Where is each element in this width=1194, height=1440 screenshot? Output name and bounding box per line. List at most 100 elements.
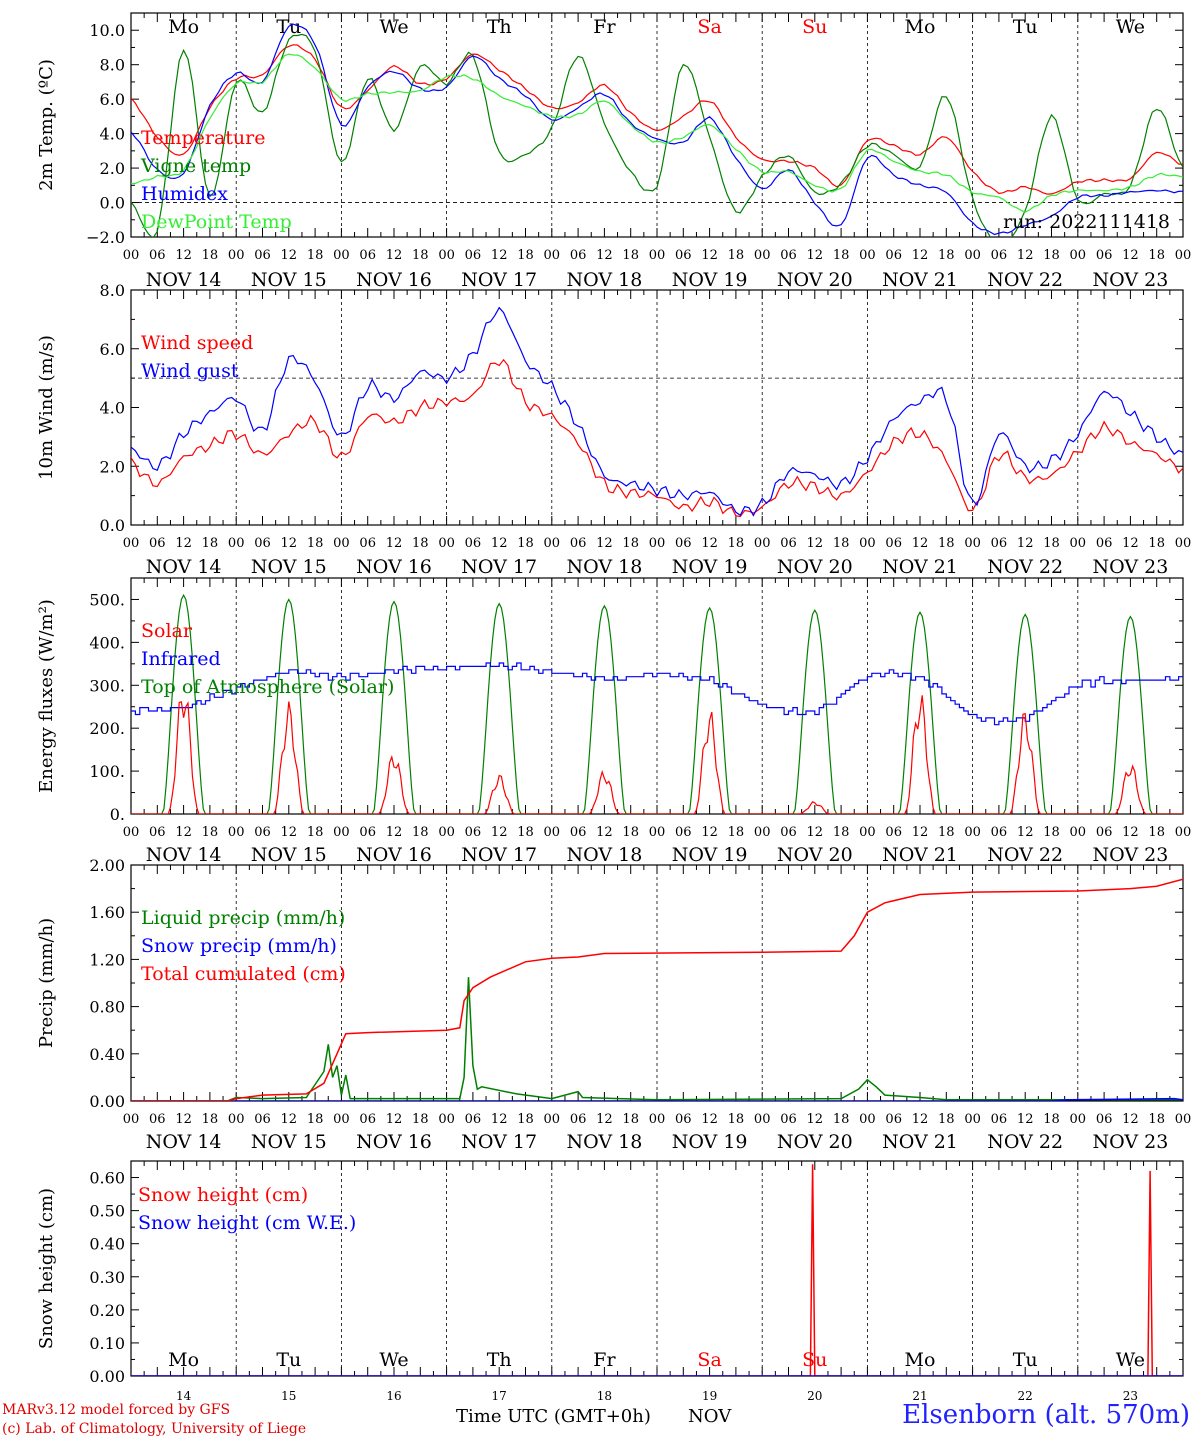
hour-tick-label: 18 <box>938 536 955 551</box>
hour-tick-label: 00 <box>1175 825 1192 840</box>
day-number-label: 18 <box>597 1389 612 1403</box>
weekday-label: Tu <box>1013 16 1038 38</box>
hour-tick-label: 12 <box>281 1112 298 1127</box>
hour-tick-label: 06 <box>675 536 692 551</box>
y-axis-label: 2m Temp. (ºC) <box>36 59 57 191</box>
date-label: NOV 16 <box>356 1131 432 1153</box>
run-label: run: 2022111418 <box>1003 211 1170 233</box>
date-label: NOV 19 <box>672 556 748 578</box>
hour-tick-label: 18 <box>833 825 850 840</box>
series-group <box>131 23 1183 237</box>
weekday-label: Mo <box>168 16 199 38</box>
date-label: NOV 15 <box>251 269 327 291</box>
date-label: NOV 16 <box>356 269 432 291</box>
hour-tick-label: 18 <box>1043 825 1060 840</box>
hour-tick-label: 12 <box>596 248 613 263</box>
hour-tick-label: 06 <box>1096 248 1113 263</box>
hour-tick-label: 12 <box>912 248 929 263</box>
hour-tick-label: 06 <box>149 536 166 551</box>
legend-entry: Temperature <box>141 127 265 149</box>
hour-tick-label: 12 <box>807 825 824 840</box>
legend-entry: Snow height (cm W.E.) <box>138 1212 356 1234</box>
y-tick-label: 0.20 <box>89 1301 125 1320</box>
weekday-label: We <box>1116 1349 1145 1371</box>
y-tick-label: 400. <box>89 633 125 652</box>
y-tick-label: 0.0 <box>100 516 125 535</box>
hour-tick-label: 18 <box>307 1112 324 1127</box>
date-label: NOV 21 <box>882 1131 958 1153</box>
hour-tick-label: 18 <box>307 825 324 840</box>
hour-tick-label: 06 <box>991 248 1008 263</box>
hour-tick-label: 18 <box>412 1112 429 1127</box>
hour-tick-label: 12 <box>1017 536 1034 551</box>
chart-panel-energy: 0. 100. 200. 300. 400. 500. Energy fluxes (W/m… <box>36 577 1192 866</box>
hour-tick-label: 06 <box>570 1112 587 1127</box>
hour-tick-label: 12 <box>175 248 192 263</box>
hour-tick-label: 06 <box>149 248 166 263</box>
hour-tick-label: 00 <box>544 248 561 263</box>
hour-tick-label: 00 <box>123 1112 140 1127</box>
y-tick-label: 6.0 <box>100 340 125 359</box>
hour-tick-label: 18 <box>202 536 219 551</box>
y-tick-label: 0.00 <box>89 1367 125 1386</box>
legend-entry: Snow height (cm) <box>138 1184 308 1206</box>
date-label: NOV 22 <box>987 269 1063 291</box>
lab-credit: (c) Lab. of Climatology, University of L… <box>2 1421 307 1437</box>
chart-panel-precip: 0.00 0.40 0.80 1.20 1.60 2.00 Precip (mm/h) 00 0… <box>36 856 1191 1153</box>
weekday-label: Fr <box>593 1349 616 1371</box>
series-wind-gust <box>131 306 1183 517</box>
day-number-label: 15 <box>281 1389 296 1403</box>
date-label: NOV 22 <box>987 1131 1063 1153</box>
date-label: NOV 18 <box>566 844 642 866</box>
hour-tick-label: 18 <box>412 536 429 551</box>
hour-tick-label: 06 <box>885 248 902 263</box>
hour-tick-label: 06 <box>1096 536 1113 551</box>
y-tick-label: 0.10 <box>89 1334 125 1353</box>
hour-tick-label: 00 <box>123 248 140 263</box>
series-dewpoint-temp <box>131 53 1183 213</box>
date-label: NOV 17 <box>461 556 537 578</box>
day-number-label: 14 <box>176 1389 192 1403</box>
hour-tick-label: 12 <box>596 1112 613 1127</box>
hour-tick-label: 00 <box>649 825 666 840</box>
station-label: Elsenborn (alt. 570m) <box>902 1400 1190 1430</box>
hour-tick-label: 00 <box>1070 825 1087 840</box>
hour-tick-label: 12 <box>175 536 192 551</box>
y-tick-label: 1.60 <box>89 903 125 922</box>
weekday-label: Su <box>802 16 827 38</box>
day-number-label: 22 <box>1018 1389 1033 1403</box>
hour-tick-label: 18 <box>1043 1112 1060 1127</box>
hour-tick-label: 06 <box>1096 825 1113 840</box>
hour-tick-label: 00 <box>438 825 455 840</box>
date-label: NOV 19 <box>672 844 748 866</box>
hour-tick-label: 12 <box>1122 825 1139 840</box>
hour-tick-label: 06 <box>780 825 797 840</box>
date-label: NOV 19 <box>672 269 748 291</box>
hour-tick-label: 00 <box>333 825 350 840</box>
y-tick-label: 4.0 <box>100 399 125 418</box>
hour-tick-label: 00 <box>859 536 876 551</box>
chart-panel-temperature: −2.0 0.0 2.0 4.0 6.0 8.0 10.0 2m Temp. (ºC) 00 06… <box>36 12 1192 291</box>
date-label: NOV 21 <box>882 556 958 578</box>
day-number-label: 20 <box>807 1389 822 1403</box>
hour-tick-label: 00 <box>1070 248 1087 263</box>
series-group <box>131 593 1183 814</box>
hour-tick-label: 12 <box>912 1112 929 1127</box>
hour-tick-label: 00 <box>1175 248 1192 263</box>
hour-tick-label: 00 <box>649 536 666 551</box>
hour-tick-label: 18 <box>517 825 534 840</box>
hour-tick-label: 00 <box>333 1112 350 1127</box>
date-label: NOV 16 <box>356 844 432 866</box>
hour-tick-label: 00 <box>544 825 561 840</box>
date-label: NOV 21 <box>882 269 958 291</box>
hour-tick-label: 06 <box>570 536 587 551</box>
y-tick-label: 100. <box>89 762 125 781</box>
date-label: NOV 14 <box>146 269 222 291</box>
hour-tick-label: 00 <box>754 248 771 263</box>
hour-tick-label: 00 <box>228 825 245 840</box>
hour-tick-label: 06 <box>675 1112 692 1127</box>
hour-tick-label: 12 <box>596 825 613 840</box>
y-tick-label: 4.0 <box>100 125 125 144</box>
hour-tick-label: 06 <box>254 536 271 551</box>
